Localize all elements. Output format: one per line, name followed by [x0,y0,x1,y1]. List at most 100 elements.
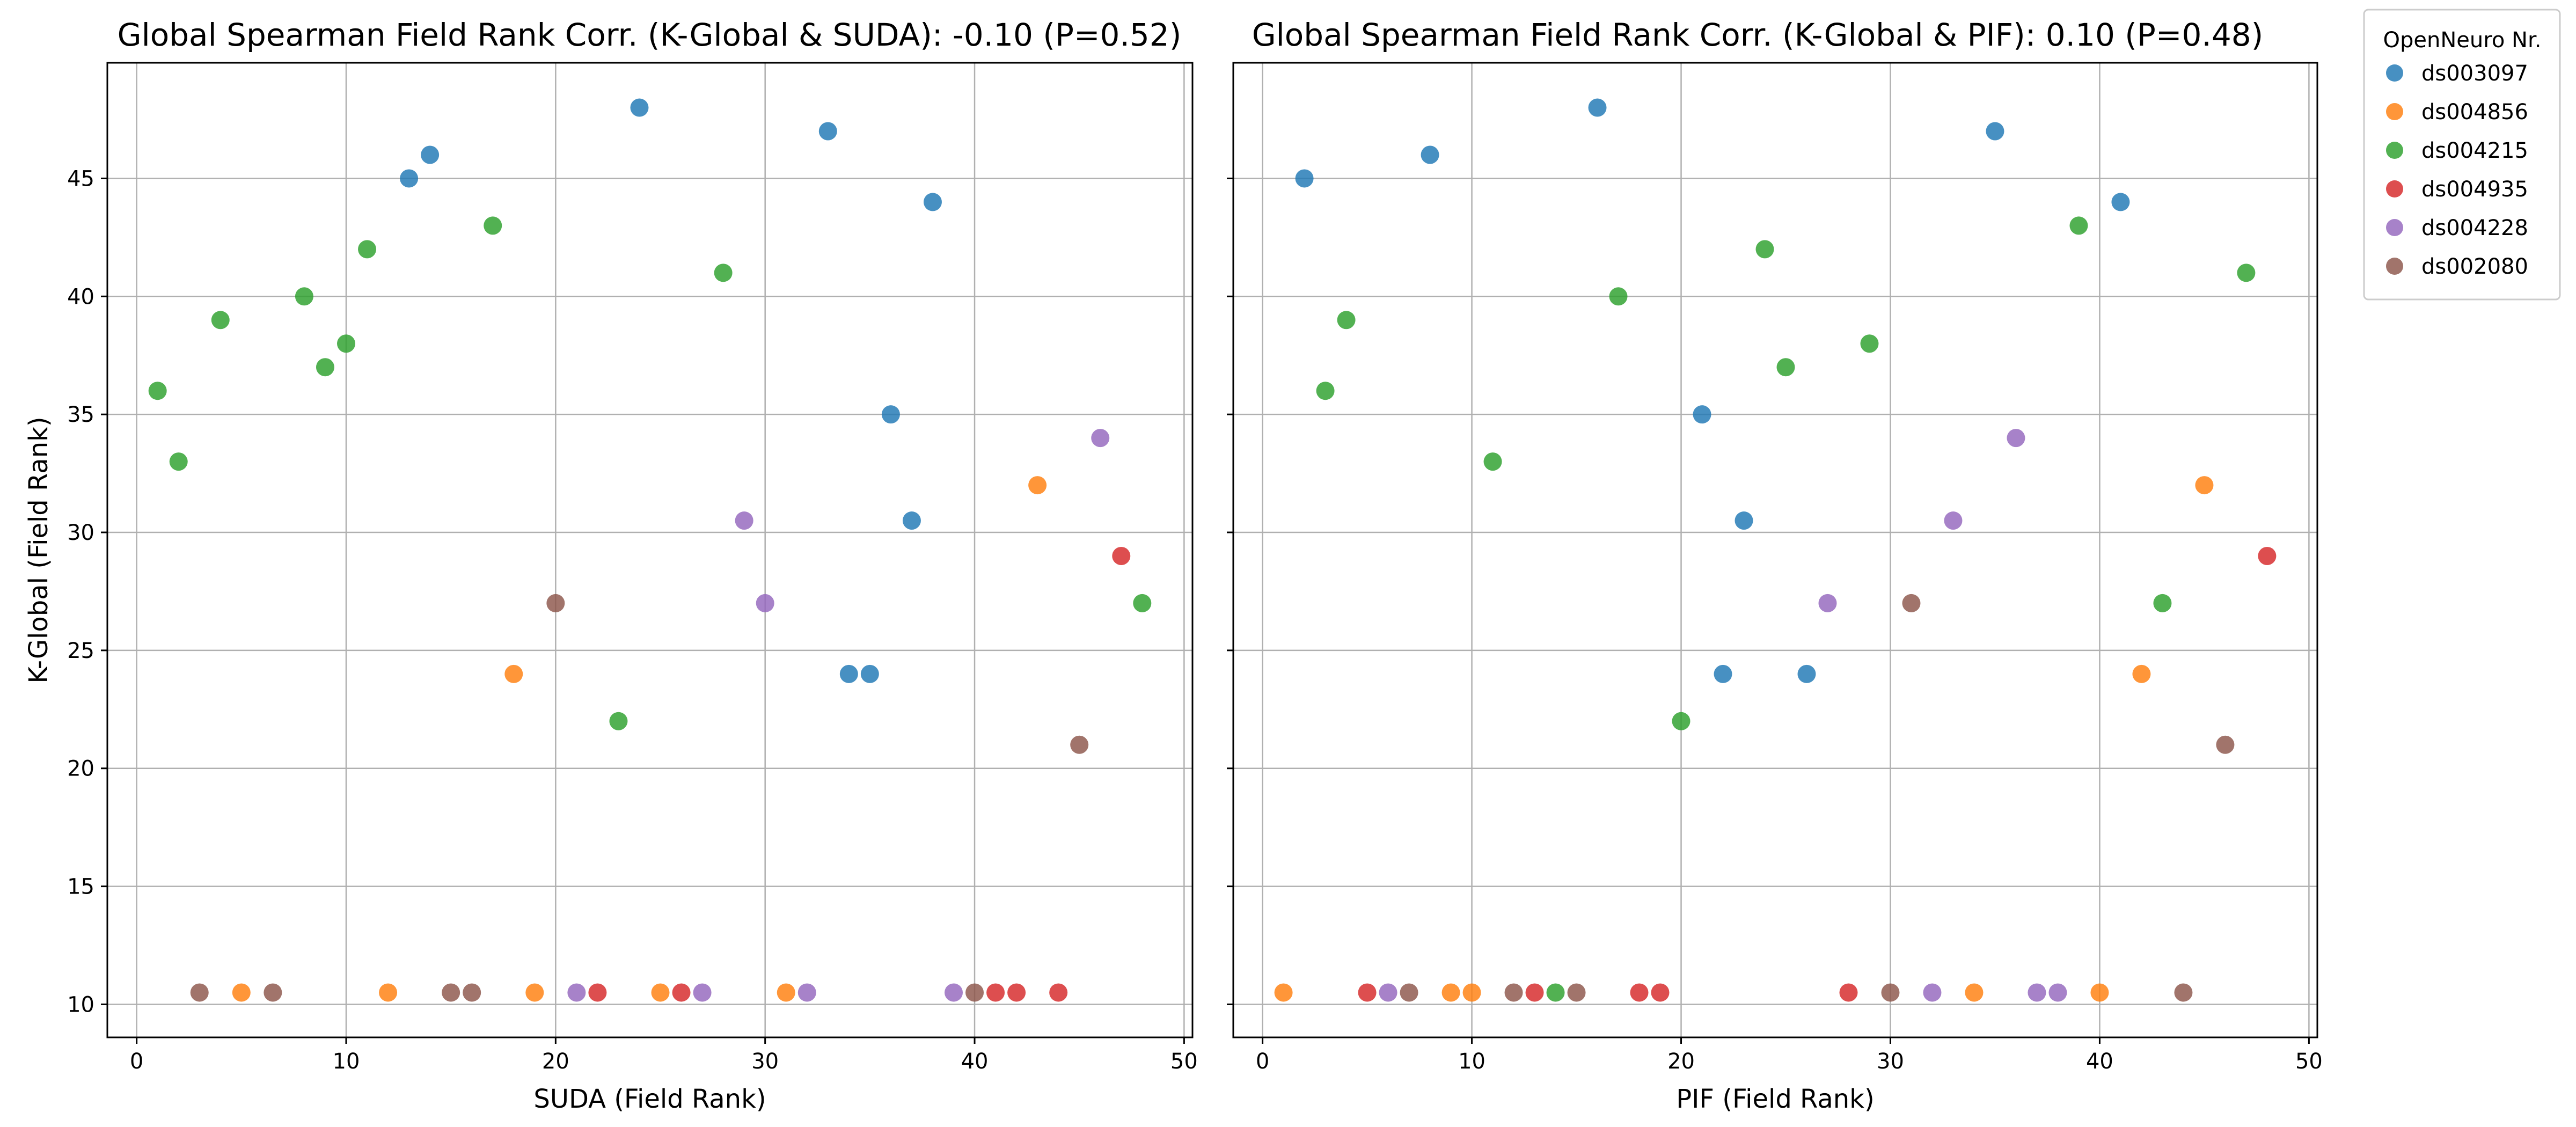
pif-point-ds004935 [1525,983,1544,1002]
pif-point-ds002080 [2174,983,2193,1002]
pif-point-ds004215 [2153,594,2172,612]
legend-marker-ds004228 [2386,219,2403,236]
pif-point-ds004228 [2028,983,2046,1002]
pif-point-ds003097 [1986,122,2004,141]
pif-point-ds003097 [2111,193,2130,211]
suda-point-ds003097 [421,145,440,164]
suda-gridlines [107,63,1192,1037]
suda-point-ds002080 [442,983,460,1002]
pif-x-axis-label: PIF (Field Rank) [1676,1084,1874,1114]
pif-points [1274,98,2277,1002]
legend-items: ds003097 ds004856 ds004215 ds004935 ds004228… [2386,61,2528,279]
pif-point-ds004856 [2090,983,2109,1002]
suda-point-ds002080 [546,594,565,612]
pif-plot-frame [1232,62,2318,1038]
pif-point-ds003097 [1421,145,1439,164]
pif-x-ticks: 0 10 20 30 40 50 [1256,1037,2323,1074]
pif-point-ds002080 [2216,735,2235,754]
legend: OpenNeuro Nr. ds003097ds004856ds004215ds… [2363,9,2561,301]
pif-point-ds002080 [1400,983,1418,1002]
suda-point-ds004856 [232,983,251,1002]
legend-marker-ds003097 [2386,64,2403,82]
pif-point-ds003097 [1588,98,1607,117]
suda-scatter-panel: Global Spearman Field Rank Corr. (K-Glob… [24,17,1198,1114]
suda-point-ds004856 [525,983,544,1002]
suda-point-ds004935 [986,983,1005,1002]
suda-point-ds004215 [336,334,355,353]
legend-label-ds002080: ds002080 [2421,254,2528,279]
legend-label-ds004935: ds004935 [2421,177,2528,202]
suda-y-tick-label: 10 [67,992,94,1017]
pif-x-tick-label: 50 [2295,1049,2323,1074]
pif-point-ds002080 [1902,594,1921,612]
pif-point-ds004215 [1546,983,1565,1002]
suda-point-ds004856 [777,983,795,1002]
suda-x-tick-label: 40 [961,1049,989,1074]
legend-marker-ds002080 [2386,258,2403,275]
suda-x-ticks: 0 10 20 30 40 50 [130,1037,1198,1074]
pif-point-ds004935 [1358,983,1377,1002]
pif-point-ds004856 [1462,983,1481,1002]
pif-point-ds004228 [2007,429,2025,448]
suda-point-ds004228 [797,983,816,1002]
pif-point-ds004228 [1944,511,1963,530]
suda-point-ds003097 [881,405,900,424]
legend-label-ds004215: ds004215 [2421,138,2528,163]
legend-label-ds004856: ds004856 [2421,100,2528,125]
suda-point-ds004228 [567,983,586,1002]
suda-chart-title: Global Spearman Field Rank Corr. (K-Glob… [118,17,1182,53]
pif-point-ds004228 [1379,983,1397,1002]
pif-point-ds004215 [1755,240,1774,259]
pif-chart-title: Global Spearman Field Rank Corr. (K-Glob… [1252,17,2264,53]
suda-point-ds004228 [1091,429,1110,448]
suda-point-ds004228 [756,594,774,612]
pif-x-tick-label: 10 [1458,1049,1485,1074]
legend-title: OpenNeuro Nr. [2383,28,2542,53]
legend-marker-ds004856 [2386,103,2403,120]
suda-point-ds002080 [463,983,481,1002]
suda-point-ds004935 [588,983,607,1002]
pif-point-ds004215 [1483,452,1502,471]
pif-point-ds004215 [1672,712,1690,730]
suda-point-ds004215 [484,216,502,235]
suda-point-ds002080 [965,983,984,1002]
suda-y-tick-label: 15 [67,875,94,899]
suda-point-ds002080 [190,983,209,1002]
pif-gridlines [1233,63,2317,1037]
legend-marker-ds004215 [2386,142,2403,159]
pif-point-ds004228 [1923,983,1942,1002]
suda-point-ds004215 [714,264,733,282]
suda-point-ds004935 [1007,983,1026,1002]
suda-x-axis-label: SUDA (Field Rank) [533,1084,766,1114]
pif-x-tick-label: 30 [1877,1049,1904,1074]
suda-x-tick-label: 0 [130,1049,143,1074]
pif-x-tick-label: 20 [1667,1049,1695,1074]
suda-point-ds004215 [169,452,188,471]
suda-y-tick-label: 30 [67,521,94,545]
pif-point-ds004856 [1965,983,1984,1002]
pif-point-ds004935 [1651,983,1670,1002]
suda-y-tick-label: 20 [67,757,94,781]
pif-point-ds004215 [1337,311,1356,330]
legend-frame [2363,9,2561,301]
pif-point-ds004215 [2069,216,2088,235]
pif-point-ds004856 [1441,983,1460,1002]
k-global-y-axis-label: K-Global (Field Rank) [24,416,54,683]
suda-x-tick-label: 50 [1170,1049,1198,1074]
pif-point-ds004856 [1274,983,1293,1002]
suda-plot-frame [106,62,1194,1038]
suda-point-ds004856 [651,983,670,1002]
pif-point-ds003097 [1735,511,1753,530]
suda-y-ticks: 10 15 20 25 30 35 40 45 [67,166,107,1017]
pif-point-ds002080 [1504,983,1523,1002]
suda-point-ds004856 [379,983,398,1002]
suda-point-ds004228 [693,983,712,1002]
suda-x-tick-label: 10 [333,1049,360,1074]
suda-point-ds003097 [400,169,419,188]
suda-point-ds003097 [923,193,942,211]
suda-y-tick-label: 40 [67,284,94,309]
pif-y-ticks [1227,177,1233,1005]
pif-point-ds003097 [1714,664,1732,683]
pif-point-ds004935 [2258,546,2277,565]
